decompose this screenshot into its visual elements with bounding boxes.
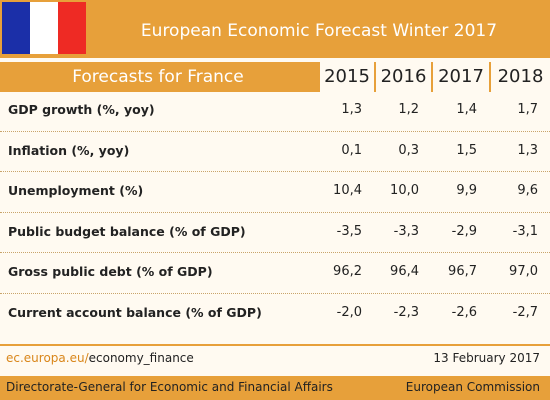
value-cell: 10,0 [390, 183, 419, 198]
year-header: 2018 [489, 62, 550, 92]
value-cell: 10,4 [333, 183, 362, 198]
value-cell: -2,3 [393, 304, 419, 320]
row-separator [0, 171, 550, 172]
year-header: 2017 [431, 62, 489, 92]
value-cell: 1,2 [398, 102, 419, 117]
value-cell: -3,5 [336, 223, 362, 239]
value-cell: 9,9 [456, 183, 477, 198]
top-banner [0, 0, 550, 58]
row-separator [0, 130, 550, 132]
row-label: Inflation (%, yoy) [8, 142, 130, 158]
value-cell: 1,7 [517, 102, 538, 117]
value-cell: -2,0 [336, 304, 362, 320]
value-cell: 1,3 [341, 102, 362, 117]
french-flag [2, 2, 86, 54]
value-cell: -3,1 [512, 223, 538, 239]
year-header: 2015 [318, 62, 374, 92]
row-separator [0, 211, 550, 213]
title: European Economic Forecast Winter 2017 [140, 21, 498, 41]
value-cell: 9,6 [517, 183, 538, 198]
row-label: Gross public debt (% of GDP) [8, 264, 213, 279]
value-cell: 1,3 [517, 142, 538, 158]
organization: European Commission [405, 380, 540, 394]
department: Directorate-General for Economic and Fin… [6, 380, 333, 394]
row-separator [0, 252, 550, 253]
row-separator [0, 292, 550, 294]
value-cell: 96,4 [390, 264, 419, 279]
date: 13 February 2017 [433, 351, 540, 365]
row-label: Current account balance (% of GDP) [8, 304, 262, 320]
url-path: economy_finance [88, 351, 194, 365]
value-cell: -3,3 [393, 223, 419, 239]
value-cell: 97,0 [509, 264, 538, 279]
year-header: 2016 [374, 62, 431, 92]
value-cell: 96,2 [333, 264, 362, 279]
value-cell: 0,3 [398, 142, 419, 158]
url-domain: ec.europa.eu/ [6, 351, 89, 365]
value-cell: -2,7 [512, 304, 538, 320]
url: ec.europa.eu/economy_finance [6, 351, 194, 365]
row-label: GDP growth (%, yoy) [8, 102, 155, 117]
value-cell: 1,4 [456, 102, 477, 117]
value-cell: -2,6 [451, 304, 477, 320]
footer-rule [0, 344, 550, 346]
bottom-bar [0, 376, 550, 400]
value-cell: -2,9 [451, 223, 477, 239]
value-cell: 0,1 [341, 142, 362, 158]
row-label: Public budget balance (% of GDP) [8, 223, 246, 239]
row-label: Unemployment (%) [8, 183, 144, 198]
value-cell: 1,5 [456, 142, 477, 158]
value-cell: 96,7 [448, 264, 477, 279]
table-title: Forecasts for France [72, 67, 244, 87]
